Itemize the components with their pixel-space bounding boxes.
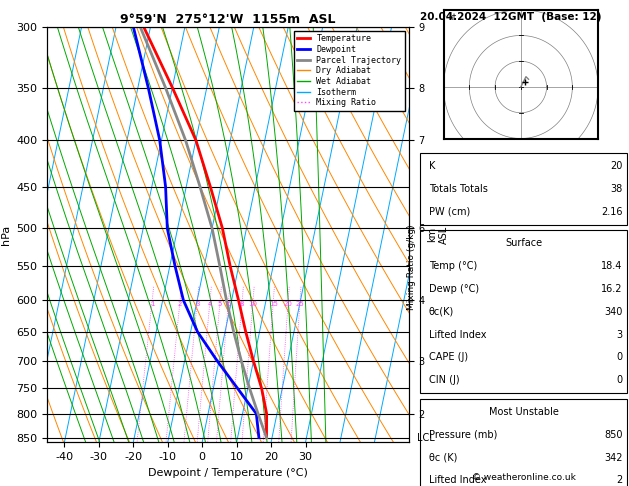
Text: 1: 1 — [150, 301, 154, 307]
Text: 10: 10 — [248, 301, 257, 307]
Text: CIN (J): CIN (J) — [429, 375, 459, 385]
Bar — [420, 399, 627, 486]
Text: θᴄ (K): θᴄ (K) — [429, 452, 457, 463]
Text: 2: 2 — [616, 475, 623, 486]
Text: Lifted Index: Lifted Index — [429, 330, 486, 340]
Text: CAPE (J): CAPE (J) — [429, 352, 468, 363]
Text: 0: 0 — [616, 375, 623, 385]
Text: Temp (°C): Temp (°C) — [429, 261, 477, 271]
Text: 3: 3 — [195, 301, 199, 307]
Text: 38: 38 — [610, 184, 623, 194]
Text: 342: 342 — [604, 452, 623, 463]
Title: 9°59'N  275°12'W  1155m  ASL: 9°59'N 275°12'W 1155m ASL — [120, 13, 336, 26]
Text: 2: 2 — [178, 301, 182, 307]
Text: θᴄ(K): θᴄ(K) — [429, 307, 454, 317]
Y-axis label: hPa: hPa — [1, 225, 11, 244]
Text: Mixing Ratio (g/kg): Mixing Ratio (g/kg) — [408, 225, 416, 310]
Text: Pressure (mb): Pressure (mb) — [429, 430, 497, 440]
Text: 0: 0 — [616, 352, 623, 363]
Bar — [420, 153, 627, 225]
Text: Surface: Surface — [505, 238, 542, 248]
Text: 850: 850 — [604, 430, 623, 440]
Legend: Temperature, Dewpoint, Parcel Trajectory, Dry Adiabat, Wet Adiabat, Isotherm, Mi: Temperature, Dewpoint, Parcel Trajectory… — [294, 31, 404, 110]
Text: 5: 5 — [218, 301, 222, 307]
Text: Most Unstable: Most Unstable — [489, 407, 559, 417]
Text: 4: 4 — [208, 301, 212, 307]
Bar — [420, 230, 627, 393]
Text: © weatheronline.co.uk: © weatheronline.co.uk — [472, 473, 576, 482]
Y-axis label: km
ASL: km ASL — [428, 226, 449, 243]
Text: 8: 8 — [240, 301, 245, 307]
Text: kt: kt — [448, 13, 457, 22]
Text: Totals Totals: Totals Totals — [429, 184, 487, 194]
Text: 20.04.2024  12GMT  (Base: 12): 20.04.2024 12GMT (Base: 12) — [420, 12, 602, 22]
Text: 6: 6 — [226, 301, 231, 307]
Text: LCL: LCL — [417, 433, 435, 443]
Text: 25: 25 — [296, 301, 304, 307]
Text: 3: 3 — [616, 330, 623, 340]
Text: 15: 15 — [269, 301, 278, 307]
Text: K: K — [429, 161, 435, 171]
Text: 20: 20 — [610, 161, 623, 171]
Text: 20: 20 — [284, 301, 292, 307]
Text: Dewp (°C): Dewp (°C) — [429, 284, 479, 294]
X-axis label: Dewpoint / Temperature (°C): Dewpoint / Temperature (°C) — [148, 468, 308, 478]
Text: Lifted Index: Lifted Index — [429, 475, 486, 486]
Text: 2.16: 2.16 — [601, 207, 623, 217]
Text: 16.2: 16.2 — [601, 284, 623, 294]
Text: 18.4: 18.4 — [601, 261, 623, 271]
Text: 340: 340 — [604, 307, 623, 317]
Text: PW (cm): PW (cm) — [429, 207, 470, 217]
